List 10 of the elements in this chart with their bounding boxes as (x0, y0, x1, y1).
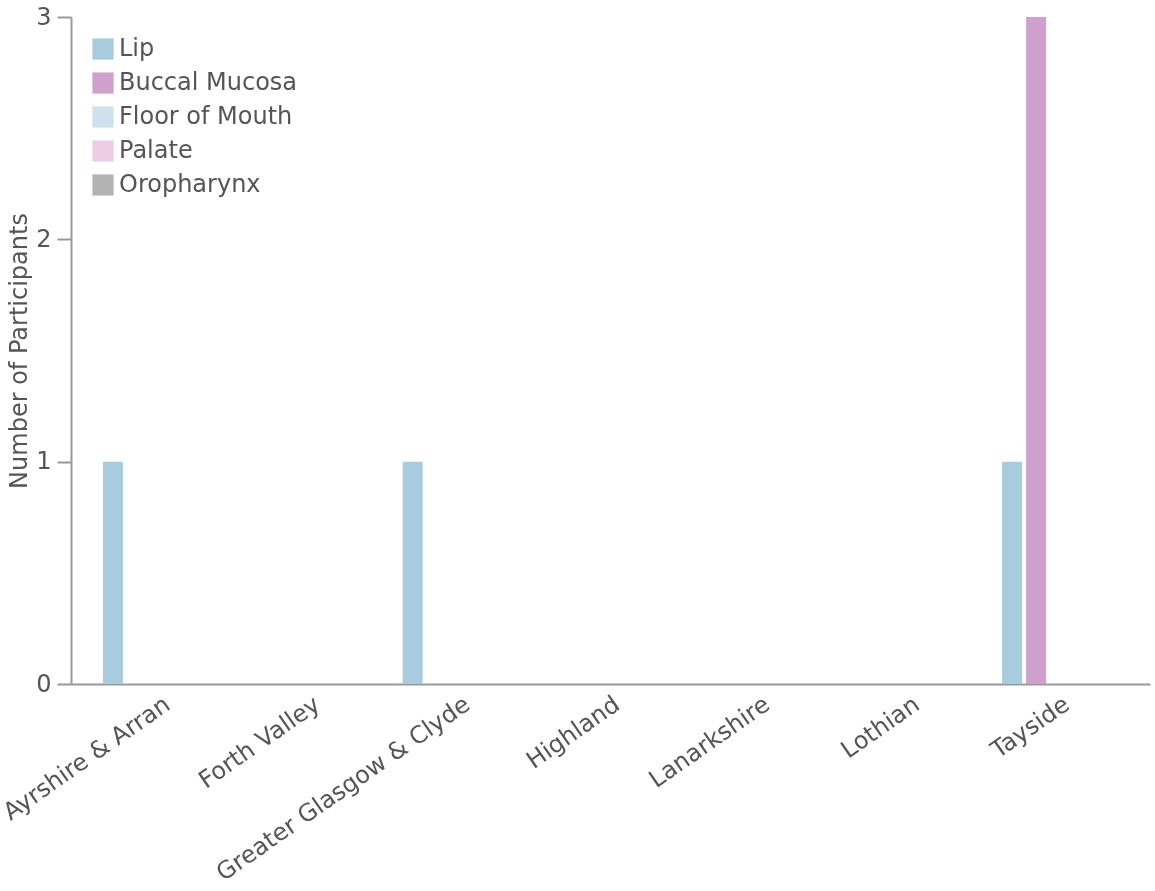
legend-label: Buccal Mucosa (119, 68, 298, 96)
y-tick-label: 2 (36, 224, 52, 253)
legend-label: Palate (119, 136, 193, 164)
y-axis-title: Number of Participants (5, 213, 34, 489)
legend-label: Oropharynx (119, 170, 261, 198)
y-tick-label: 0 (36, 669, 52, 698)
legend-label: Floor of Mouth (119, 102, 293, 130)
y-tick-label: 1 (36, 447, 52, 476)
legend-label: Lip (119, 34, 155, 62)
y-tick-label: 3 (36, 2, 52, 31)
